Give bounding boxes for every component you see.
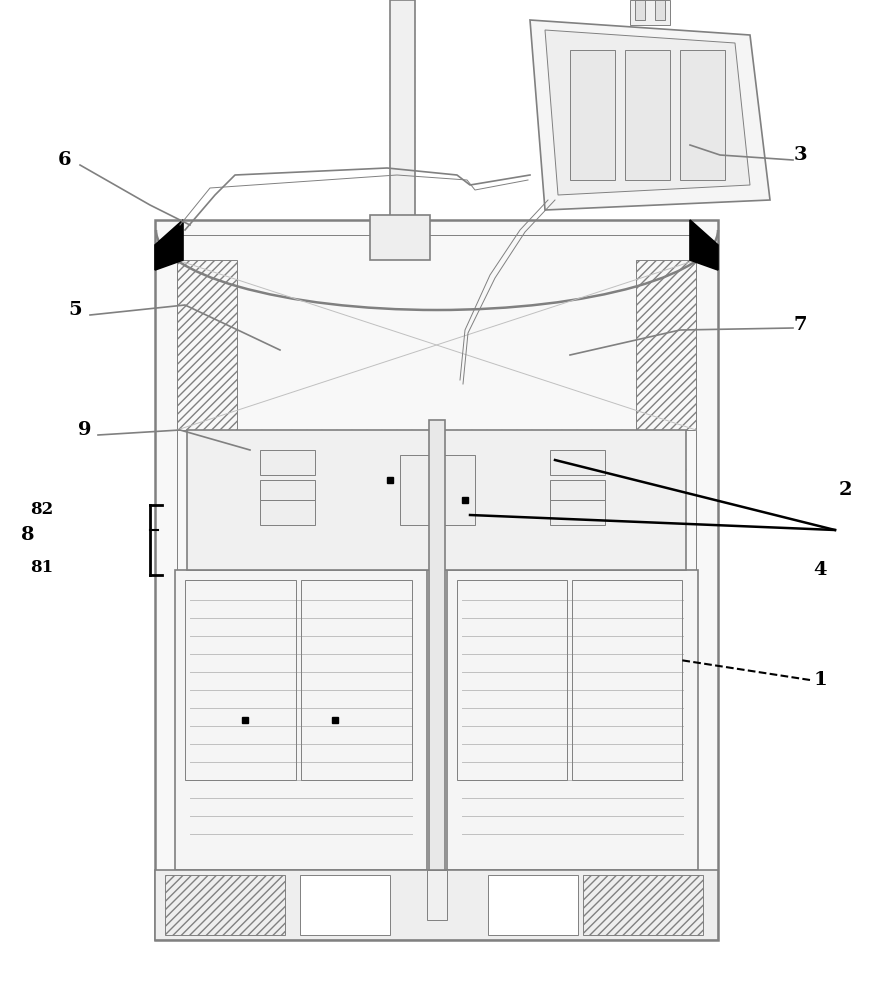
Text: 4: 4: [813, 561, 827, 579]
Bar: [260, 450, 315, 475]
Bar: [187, 430, 686, 570]
Bar: [570, 50, 615, 180]
Text: 7: 7: [794, 316, 807, 334]
Text: 6: 6: [59, 151, 72, 169]
Bar: [457, 580, 567, 780]
Bar: [370, 215, 430, 260]
Text: 82: 82: [31, 502, 53, 518]
Bar: [630, 0, 670, 25]
Polygon shape: [530, 20, 770, 210]
Text: 2: 2: [838, 481, 852, 499]
Bar: [625, 50, 670, 180]
Text: 81: 81: [31, 560, 53, 576]
Bar: [429, 420, 445, 870]
Polygon shape: [155, 220, 183, 270]
Polygon shape: [690, 220, 718, 270]
Bar: [185, 580, 296, 780]
Bar: [550, 480, 605, 500]
Bar: [260, 480, 315, 500]
Bar: [390, 0, 415, 250]
Bar: [400, 455, 475, 525]
Bar: [550, 450, 605, 475]
Text: 9: 9: [79, 421, 92, 439]
Bar: [427, 870, 447, 920]
Bar: [447, 570, 698, 870]
Bar: [165, 875, 285, 935]
Bar: [177, 260, 237, 430]
Bar: [301, 580, 412, 780]
Bar: [155, 220, 718, 940]
Bar: [680, 50, 725, 180]
Polygon shape: [545, 30, 750, 195]
Bar: [655, 0, 665, 20]
Bar: [488, 875, 578, 935]
Bar: [636, 260, 696, 430]
Bar: [583, 875, 703, 935]
Bar: [572, 580, 682, 780]
Bar: [300, 875, 390, 935]
Text: 5: 5: [68, 301, 82, 319]
Bar: [260, 500, 315, 525]
Text: 1: 1: [813, 671, 827, 689]
Bar: [155, 870, 718, 940]
Text: 3: 3: [794, 146, 807, 164]
Bar: [550, 500, 605, 525]
Bar: [175, 570, 427, 870]
Bar: [635, 0, 645, 20]
Bar: [177, 235, 696, 940]
Text: 8: 8: [21, 526, 35, 544]
